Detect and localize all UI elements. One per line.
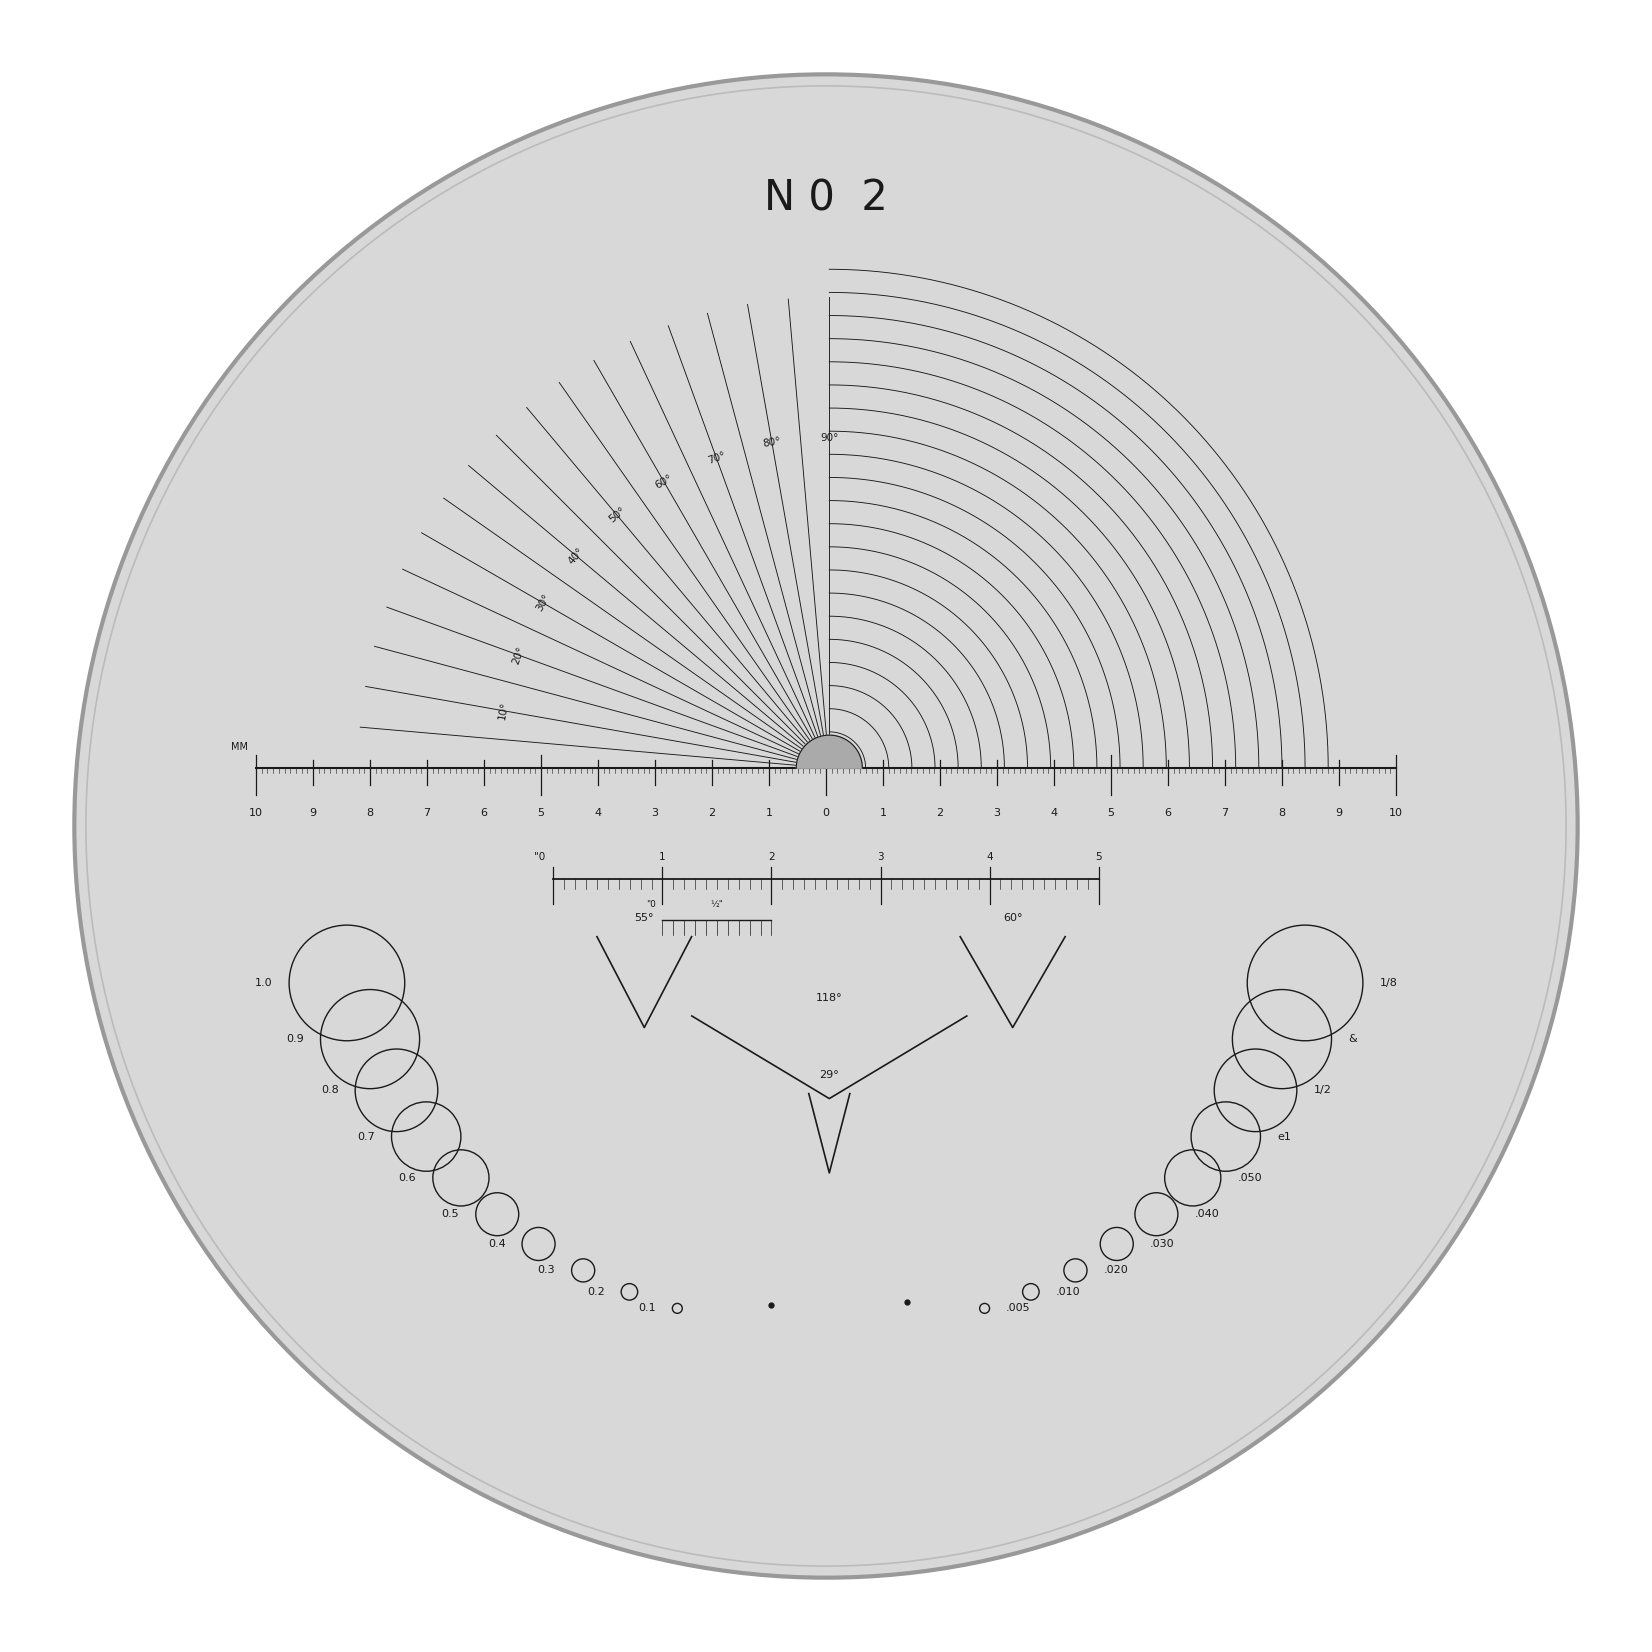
Text: 10: 10	[1389, 808, 1403, 818]
Text: 40°: 40°	[567, 545, 586, 567]
Text: 1: 1	[879, 808, 887, 818]
Circle shape	[74, 74, 1578, 1578]
Text: .050: .050	[1237, 1173, 1262, 1183]
Text: 0.6: 0.6	[398, 1173, 416, 1183]
Text: 0.9: 0.9	[286, 1034, 304, 1044]
Text: 0.2: 0.2	[586, 1287, 605, 1297]
Text: 4: 4	[986, 852, 993, 862]
Text: N 0  2: N 0 2	[765, 177, 887, 220]
Text: 9: 9	[1335, 808, 1343, 818]
Polygon shape	[796, 735, 862, 768]
Text: 2: 2	[709, 808, 715, 818]
Text: 10: 10	[249, 808, 263, 818]
Text: 0.7: 0.7	[357, 1132, 375, 1142]
Text: .040: .040	[1194, 1209, 1219, 1219]
Text: 8: 8	[1279, 808, 1285, 818]
Text: 3: 3	[877, 852, 884, 862]
Text: 60°: 60°	[1003, 914, 1023, 923]
Text: 0.5: 0.5	[441, 1209, 459, 1219]
Text: .005: .005	[1006, 1303, 1031, 1313]
Text: 2: 2	[937, 808, 943, 818]
Text: 1/2: 1/2	[1313, 1085, 1332, 1095]
Text: "0: "0	[534, 852, 545, 862]
Text: 5: 5	[1107, 808, 1115, 818]
Text: .030: .030	[1150, 1239, 1175, 1249]
Text: 0.8: 0.8	[320, 1085, 339, 1095]
Text: 6: 6	[481, 808, 487, 818]
Text: 0: 0	[823, 808, 829, 818]
Text: 7: 7	[1221, 808, 1229, 818]
Text: 118°: 118°	[816, 993, 843, 1003]
Text: 55°: 55°	[634, 914, 654, 923]
Text: 3: 3	[993, 808, 1001, 818]
Text: 5: 5	[537, 808, 545, 818]
Text: 70°: 70°	[705, 449, 727, 466]
Text: 1: 1	[765, 808, 773, 818]
Text: 30°: 30°	[534, 593, 552, 613]
Text: 2: 2	[768, 852, 775, 862]
Text: 8: 8	[367, 808, 373, 818]
Text: 0.1: 0.1	[638, 1303, 656, 1313]
Text: 80°: 80°	[762, 436, 781, 449]
Text: 0.3: 0.3	[537, 1265, 555, 1275]
Text: 9: 9	[309, 808, 317, 818]
Text: 7: 7	[423, 808, 431, 818]
Text: 1: 1	[659, 852, 666, 862]
Text: &: &	[1348, 1034, 1356, 1044]
Text: .020: .020	[1104, 1265, 1128, 1275]
Text: 29°: 29°	[819, 1070, 839, 1080]
Text: 6: 6	[1165, 808, 1171, 818]
Text: 5: 5	[1095, 852, 1102, 862]
Text: 50°: 50°	[606, 506, 628, 525]
Text: 1.0: 1.0	[254, 978, 273, 988]
Text: 3: 3	[651, 808, 659, 818]
Text: e1: e1	[1277, 1132, 1290, 1142]
Text: 90°: 90°	[819, 433, 839, 443]
Text: 1/8: 1/8	[1379, 978, 1398, 988]
Text: ½": ½"	[710, 900, 724, 909]
Text: 10°: 10°	[497, 700, 510, 720]
Text: 60°: 60°	[654, 472, 674, 491]
Text: 0.4: 0.4	[487, 1239, 506, 1249]
Text: "0: "0	[646, 900, 656, 909]
Text: 4: 4	[1051, 808, 1057, 818]
Text: 20°: 20°	[510, 644, 527, 666]
Text: MM: MM	[231, 742, 248, 752]
Text: 4: 4	[595, 808, 601, 818]
Text: .010: .010	[1056, 1287, 1080, 1297]
